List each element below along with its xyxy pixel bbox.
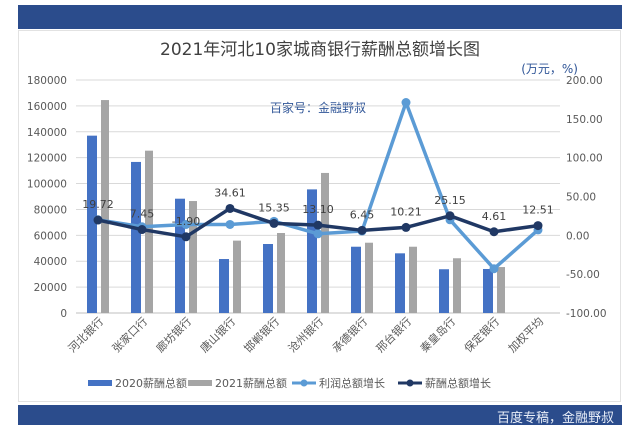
data-label: 10.21: [390, 205, 422, 218]
bar-2021薪酬总额: [497, 267, 505, 313]
point-薪酬总额增长: [93, 215, 103, 225]
data-label: 7.45: [130, 208, 155, 221]
legend-marker: [300, 379, 308, 387]
unit-label: (万元，%): [521, 62, 578, 76]
point-薪酬总额增长: [313, 220, 323, 230]
x-axis-label: 廊坊银行: [153, 314, 194, 355]
x-axis-label: 沧州银行: [285, 314, 326, 355]
bar-2021薪酬总额: [321, 172, 329, 313]
bar-2021薪酬总额: [101, 100, 109, 313]
x-axis-label: 河北银行: [65, 314, 106, 355]
bar-2020薪酬总额: [351, 246, 361, 313]
x-axis-label: 张家口行: [109, 314, 150, 355]
bar-2020薪酬总额: [483, 268, 493, 313]
right-axis-tick: 50.00: [566, 192, 596, 204]
point-薪酬总额增长: [445, 211, 455, 221]
left-axis-tick: 40000: [34, 256, 67, 268]
point-薪酬总额增长: [533, 221, 543, 231]
legend-marker: [406, 379, 414, 387]
bar-2020薪酬总额: [131, 161, 141, 313]
right-axis-tick: -100.00: [566, 308, 607, 320]
point-薪酬总额增长: [357, 225, 367, 235]
left-axis-tick: 20000: [34, 282, 67, 294]
line-利润总额增长: [97, 100, 540, 271]
data-label: 13.10: [302, 203, 334, 216]
data-label: 25.15: [434, 194, 466, 207]
bar-2020薪酬总额: [395, 253, 405, 313]
bar-2020薪酬总额: [307, 189, 317, 313]
top-banner: [18, 5, 622, 29]
left-axis-tick: 100000: [27, 179, 67, 191]
bar-2021薪酬总额: [277, 233, 285, 313]
left-axis-tick: 0: [60, 308, 67, 320]
point-薪酬总额增长: [225, 203, 235, 213]
bar-2021薪酬总额: [365, 242, 373, 313]
bar-2021薪酬总额: [453, 258, 461, 313]
point-利润总额增长: [401, 98, 411, 108]
bar-2020薪酬总额: [439, 269, 449, 313]
point-薪酬总额增长: [137, 225, 147, 235]
data-label: 4.61: [482, 210, 507, 223]
point-薪酬总额增长: [269, 218, 279, 228]
bar-2021薪酬总额: [189, 201, 197, 313]
x-axis-label: 加权平均: [506, 315, 546, 355]
data-label: 15.35: [258, 201, 290, 214]
legend-label: 利润总额增长: [319, 376, 385, 390]
x-axis-label: 唐山银行: [197, 314, 238, 355]
left-axis-tick: 140000: [27, 127, 67, 139]
point-利润总额增长: [225, 219, 235, 229]
data-label: -1.90: [172, 215, 200, 228]
bar-2020薪酬总额: [175, 198, 185, 313]
watermark: 百家号：金融野叔: [270, 100, 366, 115]
right-axis-tick: 150.00: [566, 114, 603, 126]
left-axis-tick: 60000: [34, 230, 67, 242]
left-axis-tick: 120000: [27, 153, 67, 165]
bar-2021薪酬总额: [233, 240, 241, 313]
point-利润总额增长: [313, 229, 323, 239]
point-利润总额增长: [489, 264, 499, 274]
bar-2020薪酬总额: [87, 135, 97, 313]
right-axis-tick: 200.00: [566, 75, 603, 87]
legend-label: 2020薪酬总额: [115, 376, 187, 390]
chart-title: 2021年河北10家城商银行薪酬总额增长图: [160, 40, 480, 60]
chart-frame: [18, 30, 621, 402]
legend-label: 薪酬总额增长: [425, 376, 491, 390]
legend-swatch: [188, 380, 212, 386]
x-axis-label: 保定银行: [461, 314, 502, 355]
footer-text: 百度专稿，金融野叔: [496, 411, 614, 426]
bar-2020薪酬总额: [219, 259, 229, 313]
left-axis-tick: 160000: [27, 101, 67, 113]
point-薪酬总额增长: [401, 222, 411, 232]
point-薪酬总额增长: [181, 232, 191, 242]
x-axis-label: 邢台银行: [373, 314, 414, 355]
x-axis-label: 邯郸银行: [241, 314, 282, 355]
bar-2020薪酬总额: [263, 244, 273, 313]
right-axis-tick: -50.00: [566, 269, 600, 281]
left-axis-tick: 180000: [27, 75, 67, 87]
right-axis-tick: 0.00: [566, 230, 589, 242]
point-利润总额增长: [181, 219, 191, 229]
data-label: 12.51: [522, 204, 554, 217]
legend-label: 2021薪酬总额: [215, 376, 287, 390]
data-label: 34.61: [214, 186, 246, 199]
right-axis-tick: 100.00: [566, 153, 603, 165]
left-axis-tick: 80000: [34, 204, 67, 216]
x-axis-label: 承德银行: [329, 314, 370, 355]
data-label: 6.45: [350, 208, 375, 221]
bottom-banner: 百度专稿，金融野叔: [18, 405, 622, 426]
bar-2021薪酬总额: [409, 246, 417, 313]
x-axis-label: 秦皇岛行: [417, 314, 458, 355]
legend-swatch: [88, 380, 112, 386]
point-薪酬总额增长: [489, 227, 499, 237]
data-label: 19.72: [82, 198, 114, 211]
